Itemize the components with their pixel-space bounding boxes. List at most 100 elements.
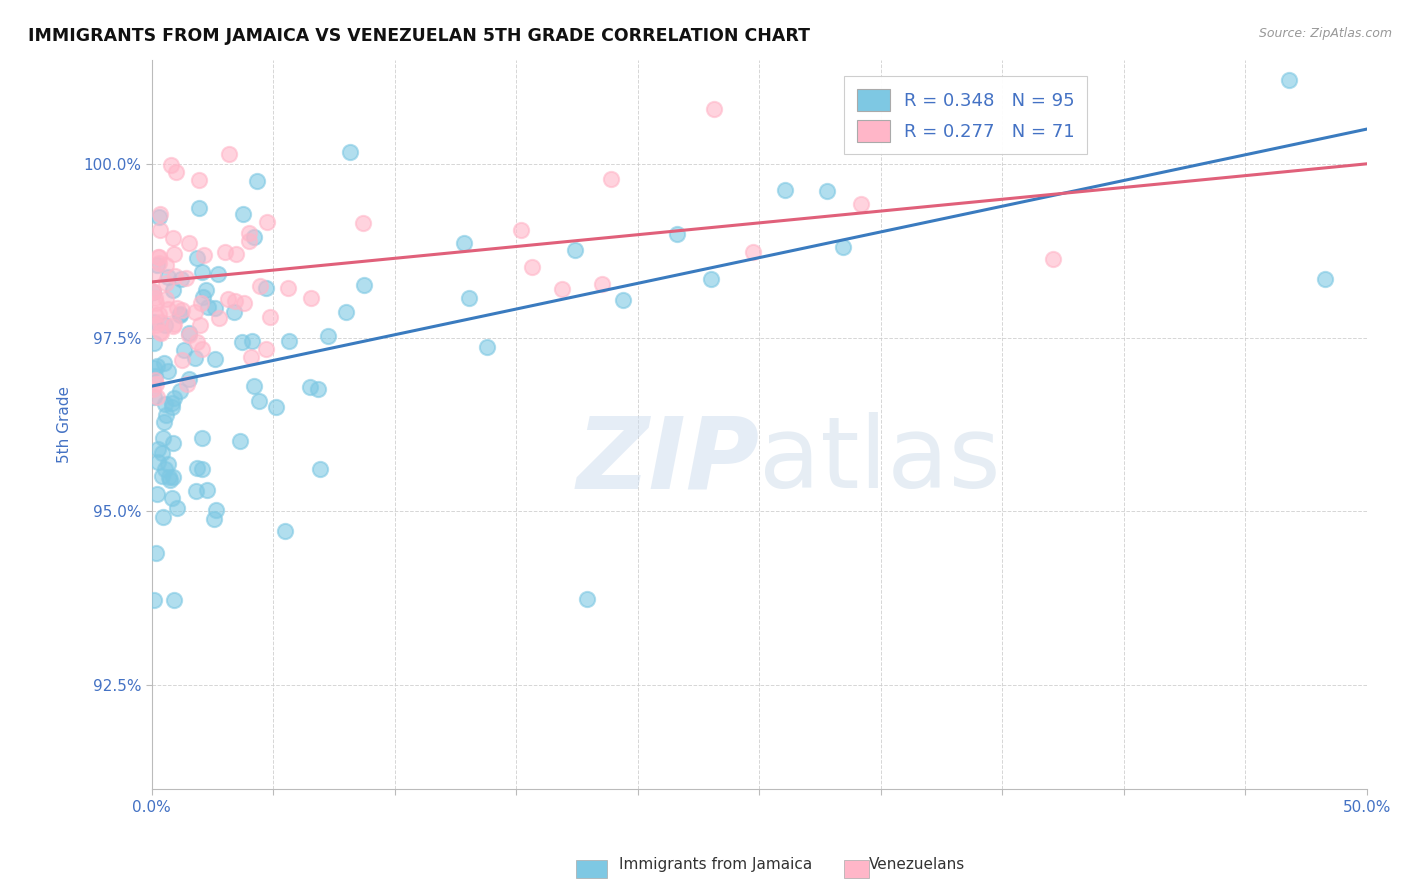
Venezuelans	[149, 325, 172, 339]
Immigrants from Jamaica	[273, 524, 295, 538]
Immigrants from Jamaica	[155, 462, 177, 476]
Venezuelans	[170, 302, 193, 317]
Venezuelans	[162, 318, 184, 332]
Venezuelans	[150, 326, 173, 341]
Venezuelans	[238, 226, 260, 240]
Immigrants from Jamaica	[246, 174, 269, 188]
Immigrants from Jamaica	[169, 271, 191, 285]
Venezuelans	[190, 295, 212, 310]
Immigrants from Jamaica	[179, 372, 201, 386]
Venezuelans	[142, 284, 165, 298]
Immigrants from Jamaica	[142, 335, 165, 350]
Immigrants from Jamaica	[169, 308, 191, 322]
Immigrants from Jamaica	[162, 469, 184, 483]
Immigrants from Jamaica	[309, 462, 332, 476]
Immigrants from Jamaica	[191, 290, 214, 304]
Immigrants from Jamaica	[156, 270, 179, 285]
Immigrants from Jamaica	[353, 277, 375, 292]
Venezuelans	[208, 310, 231, 325]
Immigrants from Jamaica	[191, 431, 214, 445]
Immigrants from Jamaica	[146, 359, 169, 373]
Immigrants from Jamaica	[204, 351, 226, 366]
Immigrants from Jamaica	[231, 334, 253, 349]
Venezuelans	[224, 294, 246, 309]
Immigrants from Jamaica	[166, 500, 188, 515]
Immigrants from Jamaica	[299, 380, 322, 394]
Venezuelans	[600, 172, 623, 186]
Immigrants from Jamaica	[243, 379, 266, 393]
Immigrants from Jamaica	[153, 356, 176, 370]
Immigrants from Jamaica	[254, 281, 277, 295]
Immigrants from Jamaica	[162, 593, 184, 607]
Venezuelans	[742, 245, 765, 260]
Venezuelans	[277, 281, 299, 295]
Venezuelans	[1042, 252, 1064, 267]
Immigrants from Jamaica	[146, 258, 169, 272]
Venezuelans	[249, 278, 271, 293]
Immigrants from Jamaica	[169, 384, 191, 398]
Immigrants from Jamaica	[157, 457, 180, 471]
Venezuelans	[299, 291, 322, 305]
Immigrants from Jamaica	[197, 483, 219, 497]
Legend: R = 0.348   N = 95, R = 0.277   N = 71: R = 0.348 N = 95, R = 0.277 N = 71	[845, 76, 1087, 154]
Immigrants from Jamaica	[222, 305, 245, 319]
Immigrants from Jamaica	[207, 267, 229, 281]
Venezuelans	[186, 334, 208, 349]
Immigrants from Jamaica	[339, 145, 361, 159]
Venezuelans	[145, 377, 167, 392]
Immigrants from Jamaica	[148, 442, 170, 456]
Y-axis label: 5th Grade: 5th Grade	[58, 386, 72, 463]
Immigrants from Jamaica	[173, 343, 195, 357]
Venezuelans	[149, 315, 172, 329]
Venezuelans	[148, 250, 170, 264]
Immigrants from Jamaica	[169, 307, 191, 321]
Venezuelans	[551, 282, 574, 296]
Venezuelans	[149, 222, 172, 236]
Venezuelans	[166, 301, 188, 316]
Venezuelans	[256, 215, 278, 229]
Immigrants from Jamaica	[157, 363, 180, 377]
Immigrants from Jamaica	[204, 301, 226, 315]
Venezuelans	[143, 373, 166, 387]
Immigrants from Jamaica	[183, 351, 205, 365]
Venezuelans	[176, 377, 198, 392]
Venezuelans	[142, 382, 165, 396]
Venezuelans	[179, 327, 201, 342]
Venezuelans	[184, 305, 207, 319]
Venezuelans	[148, 207, 170, 221]
Venezuelans	[143, 292, 166, 306]
Immigrants from Jamaica	[159, 470, 181, 484]
Text: Source: ZipAtlas.com: Source: ZipAtlas.com	[1258, 27, 1392, 40]
Immigrants from Jamaica	[146, 455, 169, 469]
Immigrants from Jamaica	[453, 235, 475, 250]
Venezuelans	[254, 343, 277, 357]
Immigrants from Jamaica	[142, 285, 165, 299]
Venezuelans	[146, 390, 169, 404]
Immigrants from Jamaica	[202, 512, 225, 526]
Venezuelans	[155, 276, 177, 290]
Venezuelans	[591, 277, 613, 291]
Venezuelans	[163, 247, 186, 261]
Immigrants from Jamaica	[152, 415, 174, 429]
Text: atlas: atlas	[759, 412, 1001, 509]
Immigrants from Jamaica	[155, 408, 177, 422]
Venezuelans	[352, 215, 374, 229]
Venezuelans	[238, 234, 260, 248]
Immigrants from Jamaica	[155, 397, 177, 411]
Venezuelans	[232, 296, 254, 310]
Immigrants from Jamaica	[160, 400, 183, 414]
Immigrants from Jamaica	[575, 591, 598, 606]
Text: Venezuelans: Venezuelans	[869, 857, 965, 872]
Immigrants from Jamaica	[1315, 271, 1337, 285]
Immigrants from Jamaica	[194, 283, 217, 297]
Text: ZIP: ZIP	[576, 412, 759, 509]
Immigrants from Jamaica	[162, 283, 184, 297]
Venezuelans	[160, 158, 183, 172]
Immigrants from Jamaica	[247, 393, 270, 408]
Immigrants from Jamaica	[191, 462, 214, 476]
Immigrants from Jamaica	[186, 461, 208, 475]
Venezuelans	[155, 259, 177, 273]
Immigrants from Jamaica	[143, 592, 166, 607]
Venezuelans	[225, 247, 247, 261]
Immigrants from Jamaica	[160, 491, 183, 505]
